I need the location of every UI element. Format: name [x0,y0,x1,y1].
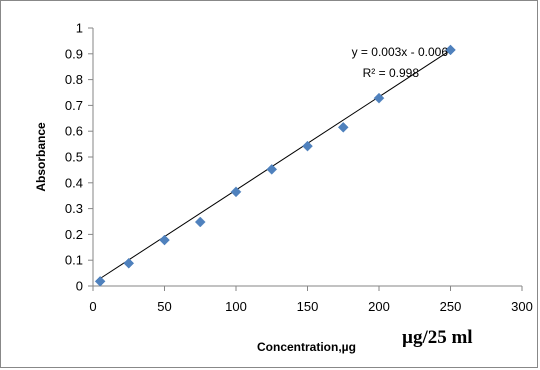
trendline [99,49,451,279]
x-tick-label: 300 [511,299,533,314]
y-tick-label: 0.8 [65,72,83,87]
x-tick-label: 200 [368,299,390,314]
y-ticks: 0 0.1 0.2 0.3 0.4 0.5 0.6 0.7 0.8 0.9 1 [65,21,93,294]
data-point [445,44,456,56]
y-tick-label: 0.2 [65,227,83,242]
x-axis-unit-label: µg/25 ml [402,327,473,348]
data-point [194,216,206,228]
y-axis-title: Absorbance [34,122,48,192]
data-point [159,234,170,246]
trendline-equation: y = 0.003x - 0.006 [352,45,449,59]
data-point [123,257,135,269]
y-tick-label: 0.9 [65,46,83,61]
y-tick-label: 0.3 [65,201,83,216]
y-tick-label: 0.7 [65,98,83,113]
data-point [94,276,106,287]
x-axis-title: Concentration,µg [257,340,356,354]
x-tick-label: 0 [89,299,96,314]
data-point [302,140,313,152]
x-tick-label: 250 [440,299,462,314]
y-tick-label: 0.6 [65,124,83,139]
data-point [266,164,278,175]
data-points [94,44,456,287]
x-ticks: 0 50 100 150 200 250 300 [89,286,533,314]
x-tick-label: 50 [157,299,171,314]
data-point [373,92,385,104]
y-tick-label: 0.5 [65,150,83,165]
y-tick-label: 0.1 [65,253,83,268]
r-squared-label: R² = 0.998 [363,66,420,80]
data-point [337,121,349,133]
data-point [230,186,242,198]
y-tick-label: 0.4 [65,175,83,190]
x-tick-label: 100 [225,299,247,314]
y-tick-label: 0 [76,279,83,294]
x-tick-label: 150 [297,299,319,314]
y-tick-label: 1 [76,21,83,36]
